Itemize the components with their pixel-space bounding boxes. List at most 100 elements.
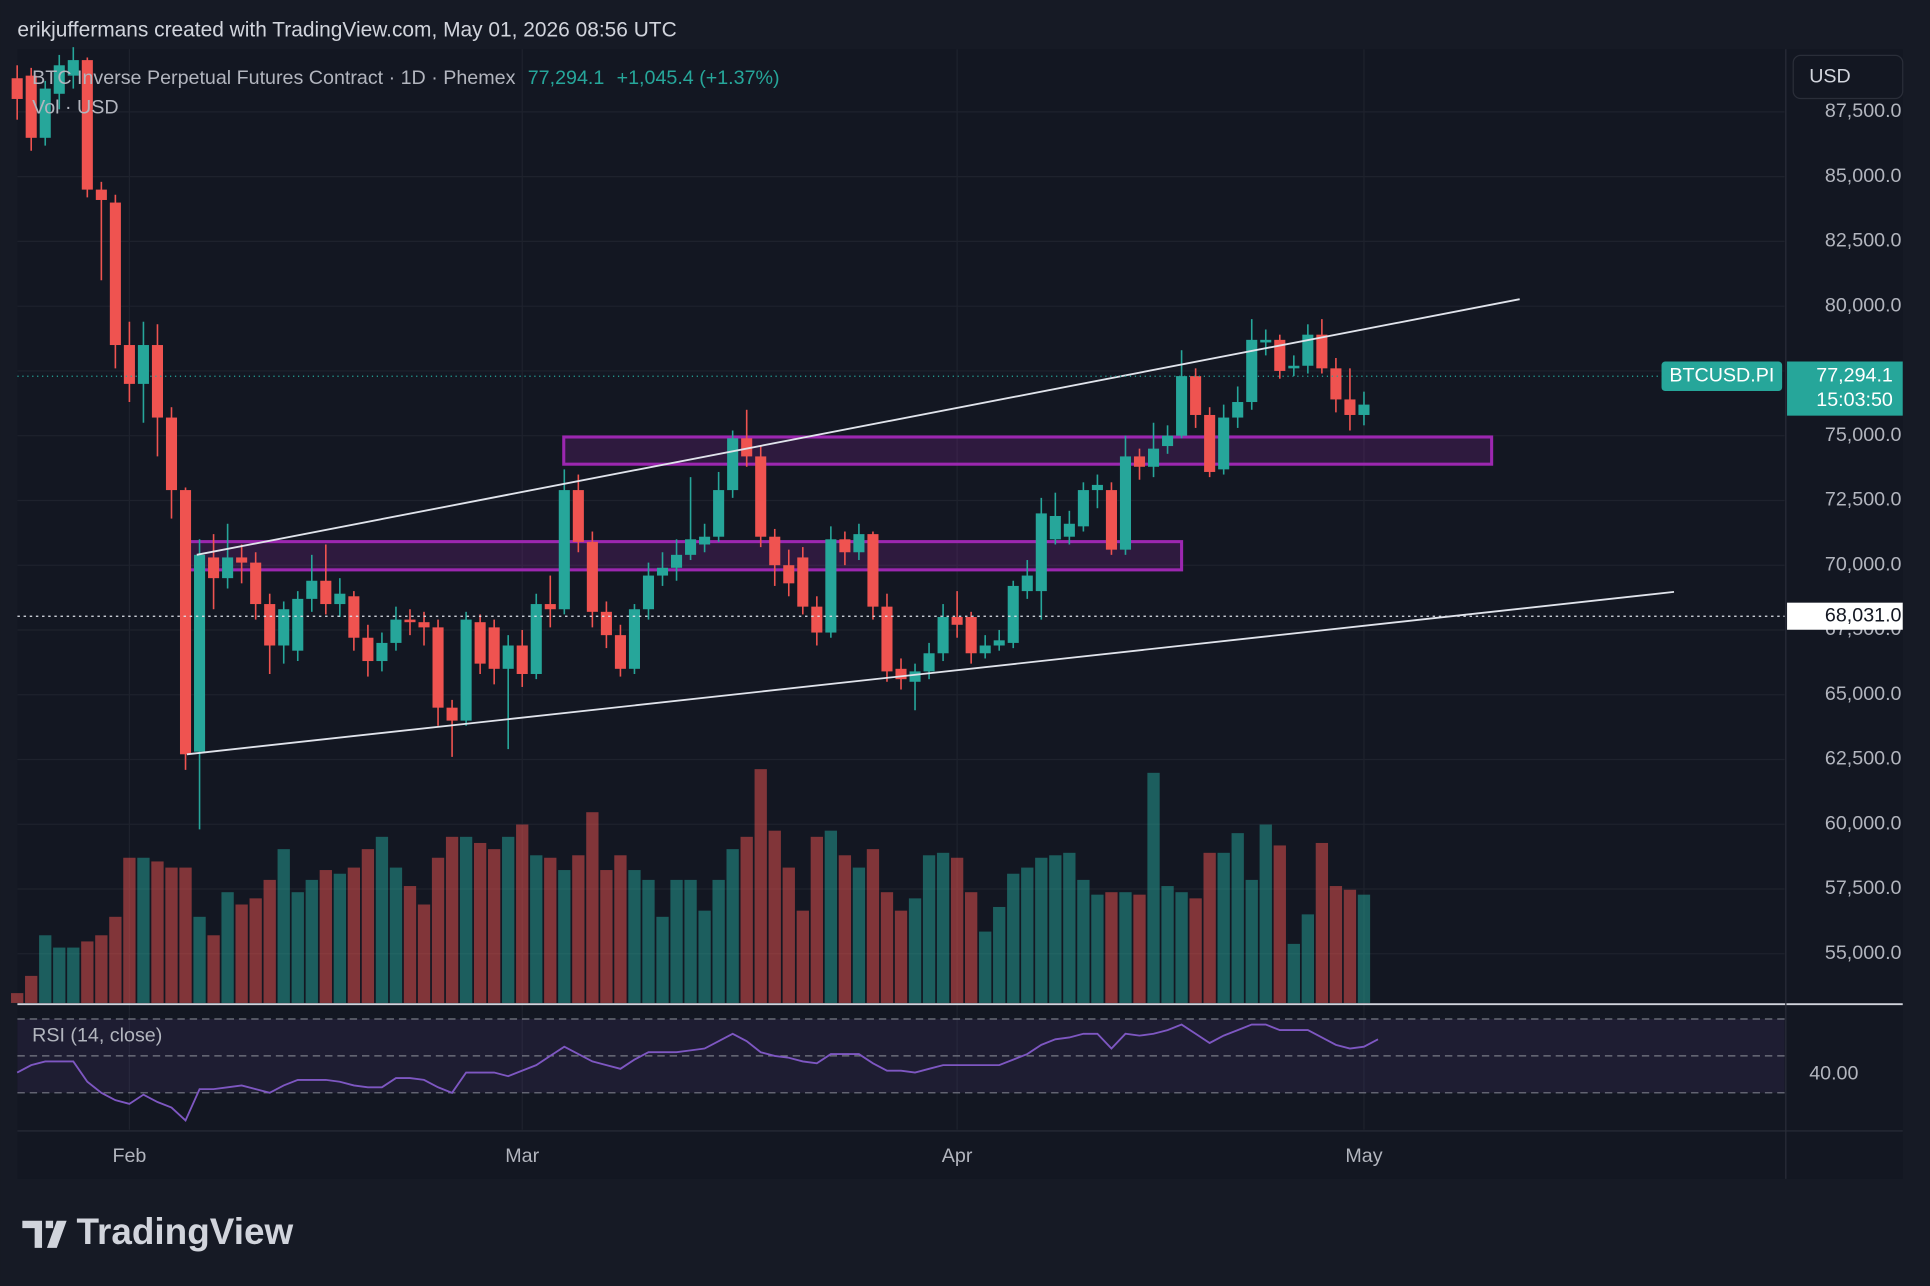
candle-body — [151, 345, 164, 418]
y-tick-label: 65,000.0 — [1825, 683, 1902, 705]
candle-body — [572, 490, 584, 542]
candle-body — [39, 88, 51, 138]
volume-bar — [151, 861, 164, 1003]
candle-body — [236, 557, 248, 563]
volume-bar — [642, 879, 655, 1003]
candle-body — [1007, 585, 1019, 643]
volume-bar — [586, 812, 599, 1003]
x-tick-label: Feb — [112, 1145, 146, 1167]
volume-bar — [614, 855, 627, 1003]
volume-bar — [908, 898, 922, 1003]
volume-bar — [852, 867, 866, 1003]
currency-label[interactable]: USD — [1809, 66, 1851, 88]
y-tick-label: 85,000.0 — [1825, 165, 1902, 187]
candle-body — [558, 490, 570, 610]
volume-bar — [207, 935, 220, 1003]
volume-bar — [1315, 842, 1329, 1003]
candle-body — [755, 456, 767, 537]
logo: TradingView — [22, 1211, 293, 1252]
candle-body — [1049, 515, 1061, 540]
volume — [11, 769, 1371, 1003]
candle-body — [1358, 404, 1370, 415]
volume-bar — [684, 879, 697, 1003]
candle-body — [1176, 376, 1188, 436]
candle-body — [1232, 402, 1244, 418]
candle-body — [656, 567, 669, 576]
candle-body — [165, 417, 178, 491]
candle-body — [797, 557, 809, 607]
volume-bar — [936, 852, 950, 1003]
candle-body — [741, 438, 753, 457]
rsi-line — [16, 1023, 1379, 1123]
volume-bar — [1077, 879, 1090, 1003]
candle-body — [895, 668, 907, 680]
candle-body — [1344, 399, 1356, 415]
candle-body — [376, 642, 388, 662]
zone-box — [183, 540, 1184, 572]
candle-body — [67, 60, 79, 76]
candle-body — [418, 622, 430, 628]
candle-body — [1288, 365, 1300, 369]
rsi-pane — [16, 1018, 1785, 1123]
candle-body — [909, 671, 921, 682]
volume-bar — [1105, 892, 1118, 1003]
volume-bar — [656, 916, 669, 1003]
volume-bar — [417, 904, 431, 1003]
candle-body — [123, 345, 135, 384]
y-tick-label: 72,500.0 — [1825, 489, 1902, 511]
y-tick-label: 87,500.0 — [1825, 100, 1902, 122]
candle-body — [1077, 490, 1089, 527]
volume-bar — [375, 836, 389, 1003]
volume-bar — [109, 916, 122, 1003]
logo-mark — [22, 1220, 67, 1248]
volume-bar — [431, 857, 445, 1003]
x-tick-label: May — [1345, 1145, 1382, 1167]
volume-bar — [1273, 845, 1286, 1003]
rsi-tick-label: 40.00 — [1809, 1063, 1858, 1085]
candle-body — [250, 562, 262, 605]
volume-bar — [768, 830, 781, 1003]
volume-bar — [389, 867, 403, 1003]
y-tick-label: 82,500.0 — [1825, 230, 1902, 252]
volume-bar — [993, 906, 1006, 1003]
volume-bar — [25, 975, 38, 1003]
legend-price: 77,294.1 — [528, 67, 605, 89]
volume-bar — [1063, 852, 1076, 1003]
candle-body — [783, 565, 795, 584]
volume-bar — [530, 855, 543, 1003]
y-tick-label: 55,000.0 — [1825, 942, 1902, 964]
candle-body — [839, 539, 851, 553]
candle-body — [446, 707, 458, 721]
candle-body — [53, 65, 65, 94]
currency-button[interactable] — [1792, 54, 1904, 100]
candle-body — [194, 554, 206, 752]
candle-body — [348, 596, 360, 638]
candle-body — [811, 606, 823, 633]
candle-body — [179, 490, 192, 755]
candle-body — [881, 606, 893, 672]
candle-body — [937, 617, 949, 654]
candle-body — [642, 575, 655, 610]
volume-bar — [1231, 833, 1244, 1003]
candle-body — [685, 539, 697, 555]
volume-bar — [1133, 894, 1146, 1003]
y-tick-label: 75,000.0 — [1825, 424, 1902, 446]
legend-change: +1,045.4 (+1.37%) — [617, 67, 780, 89]
volume-bar — [782, 867, 795, 1003]
candle-body — [264, 604, 276, 646]
candle-body — [1035, 513, 1047, 592]
candle-body — [1091, 484, 1103, 491]
volume-bar — [1217, 852, 1230, 1003]
volume-bar — [572, 855, 585, 1003]
candle-body — [95, 189, 107, 200]
candle-body — [334, 593, 346, 605]
volume-bar — [1343, 889, 1357, 1003]
candle-body — [208, 557, 220, 579]
candle-body — [1260, 339, 1272, 343]
hline-tag — [1787, 602, 1903, 630]
candle-body — [727, 438, 739, 491]
volume-bar — [445, 836, 459, 1003]
candle-body — [923, 653, 935, 672]
